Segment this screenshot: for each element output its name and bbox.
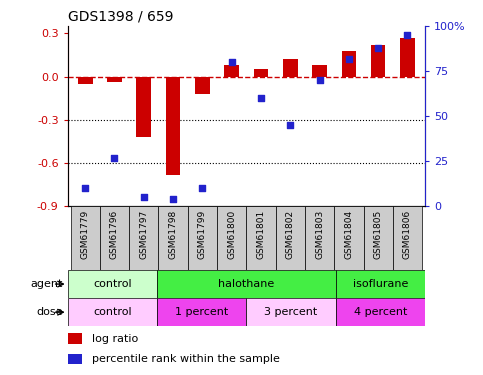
Text: 4 percent: 4 percent	[354, 307, 407, 317]
Text: GSM61801: GSM61801	[256, 209, 266, 259]
Bar	[246, 298, 336, 326]
Text: agent: agent	[30, 279, 63, 289]
Bar	[276, 206, 305, 270]
Text: log ratio: log ratio	[92, 334, 139, 344]
Text: GSM61796: GSM61796	[110, 209, 119, 259]
Text: GSM61805: GSM61805	[374, 209, 383, 259]
Bar	[341, 51, 356, 76]
Bar	[336, 270, 425, 298]
Text: percentile rank within the sample: percentile rank within the sample	[92, 354, 280, 364]
Text: 3 percent: 3 percent	[264, 307, 318, 317]
Bar	[100, 206, 129, 270]
Bar	[68, 333, 82, 344]
Bar	[107, 76, 122, 82]
Text: GSM61799: GSM61799	[198, 209, 207, 259]
Point	[228, 59, 236, 65]
Text: GSM61804: GSM61804	[344, 209, 354, 259]
Text: halothane: halothane	[218, 279, 274, 289]
Bar	[400, 38, 415, 76]
Bar	[68, 270, 157, 298]
Point	[257, 95, 265, 101]
Bar	[336, 298, 425, 326]
Bar	[78, 76, 93, 84]
Point	[140, 194, 148, 200]
Text: GSM61806: GSM61806	[403, 209, 412, 259]
Text: control: control	[93, 279, 131, 289]
Text: 1 percent: 1 percent	[175, 307, 228, 317]
Point	[316, 77, 324, 83]
Bar	[68, 354, 82, 364]
Point	[345, 56, 353, 62]
Text: GSM61803: GSM61803	[315, 209, 324, 259]
Bar	[195, 76, 210, 94]
Bar	[157, 270, 336, 298]
Text: GSM61798: GSM61798	[169, 209, 178, 259]
Bar	[68, 298, 157, 326]
Bar	[71, 206, 100, 270]
Point	[404, 32, 412, 38]
Bar	[158, 206, 188, 270]
Bar	[157, 298, 246, 326]
Bar	[217, 206, 246, 270]
Bar	[166, 76, 181, 175]
Bar	[371, 45, 385, 76]
Bar	[137, 76, 151, 137]
Bar	[364, 206, 393, 270]
Text: GDS1398 / 659: GDS1398 / 659	[68, 10, 173, 24]
Point	[199, 185, 206, 191]
Bar	[334, 206, 364, 270]
Bar	[254, 69, 268, 76]
Point	[374, 45, 382, 51]
Bar	[305, 206, 334, 270]
Text: dose: dose	[36, 307, 63, 317]
Point	[286, 122, 294, 128]
Bar	[393, 206, 422, 270]
Point	[81, 185, 89, 191]
Text: GSM61802: GSM61802	[286, 209, 295, 259]
Point	[111, 154, 118, 160]
Point	[169, 196, 177, 202]
Bar	[188, 206, 217, 270]
Bar	[129, 206, 158, 270]
Text: isoflurane: isoflurane	[353, 279, 408, 289]
Text: control: control	[93, 307, 131, 317]
Bar	[246, 206, 276, 270]
Text: GSM61800: GSM61800	[227, 209, 236, 259]
Text: GSM61779: GSM61779	[81, 209, 90, 259]
Bar	[312, 65, 327, 76]
Bar	[225, 65, 239, 76]
Text: GSM61797: GSM61797	[139, 209, 148, 259]
Bar	[283, 59, 298, 76]
